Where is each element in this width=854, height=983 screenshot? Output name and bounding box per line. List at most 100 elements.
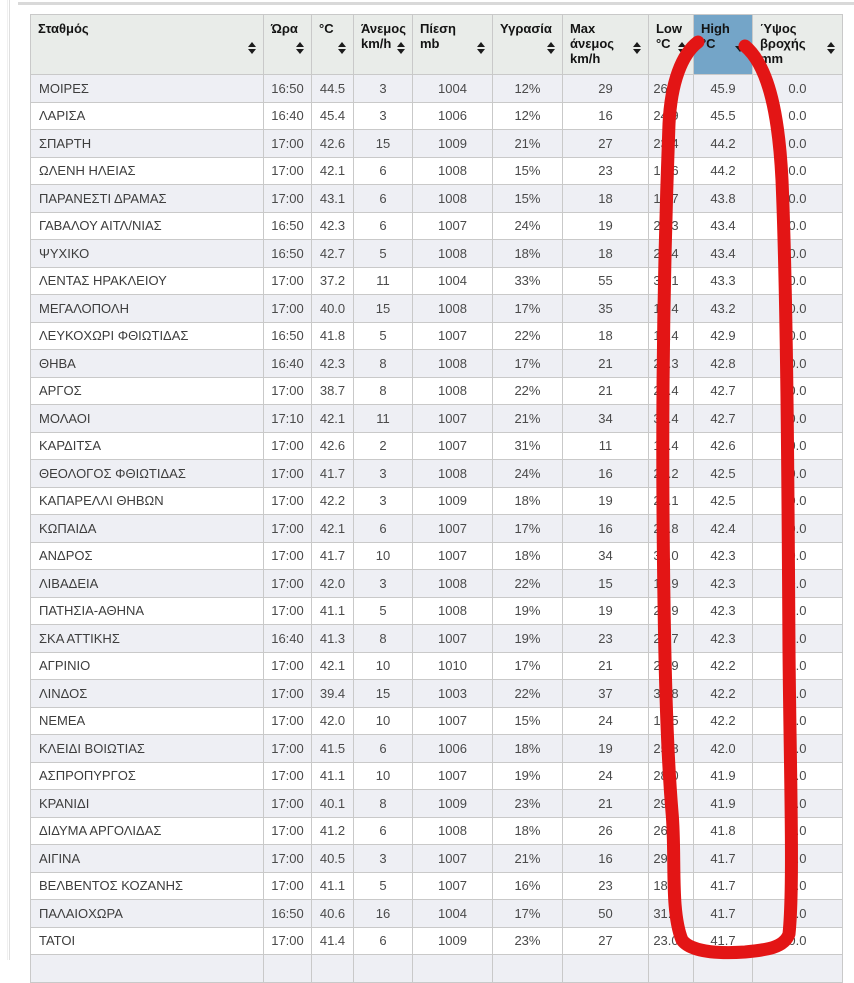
cell-low: 18.4	[647, 294, 694, 323]
cell-rain: 0.0	[751, 514, 843, 543]
cell-station: ΣΚΑ ΑΤΤΙΚΗΣ	[30, 624, 264, 653]
cell-high: 42.4	[692, 514, 753, 543]
cell-wind: 6	[353, 816, 413, 845]
cell-low: 22.8	[647, 514, 694, 543]
cell-wind: 5	[353, 596, 413, 625]
sort-down-arrow-icon	[826, 49, 835, 54]
cell-wind: 10	[353, 651, 413, 680]
cell-pressure: 1008	[411, 349, 493, 378]
cell-wind: 2	[353, 431, 413, 460]
cell-max_wind: 55	[561, 266, 649, 295]
cell-wind: 5	[353, 239, 413, 268]
sort-down-arrow-icon	[248, 49, 256, 54]
cell-temp: 40.0	[311, 294, 354, 323]
sort-up-arrow-icon	[396, 42, 405, 47]
cell-low: 23.4	[647, 129, 694, 158]
cell-low: 26.1	[647, 74, 694, 103]
column-header-pressure[interactable]: Πίεση mb	[411, 14, 493, 75]
cell-humidity: 12%	[491, 101, 563, 130]
cell-rain: 0.0	[751, 321, 843, 350]
cell-time: 17:00	[263, 486, 312, 515]
cell-time: 16:50	[263, 74, 312, 103]
cell-humidity: 17%	[491, 899, 563, 928]
cell-high: 45.5	[692, 101, 753, 130]
cell-rain: 0.0	[751, 844, 843, 873]
cell-high: 43.2	[692, 294, 753, 323]
cell-temp: 41.8	[311, 321, 354, 350]
column-header-temp[interactable]: °C	[311, 14, 354, 75]
cell-pressure: 1007	[411, 706, 493, 735]
cell-temp: 42.1	[311, 156, 354, 185]
cell-temp: 42.7	[311, 239, 354, 268]
cell-low: 34.1	[647, 266, 694, 295]
cell-rain: 0.0	[751, 376, 843, 405]
sort-down-arrow-icon	[476, 49, 485, 54]
cell-humidity: 17%	[491, 651, 563, 680]
cell-low: 24.4	[647, 239, 694, 268]
cell-low: 29.1	[647, 789, 694, 818]
sort-down-arrow-icon	[546, 49, 555, 54]
cell-high: 42.5	[692, 486, 753, 515]
cell-low: 18.3	[647, 871, 694, 900]
column-header-humidity[interactable]: Υγρασία	[491, 14, 563, 75]
column-header-station[interactable]: Σταθμός	[30, 14, 264, 75]
cell-station: ΛΕΝΤΑΣ ΗΡΑΚΛΕΙΟΥ	[30, 266, 264, 295]
cell-humidity: 17%	[491, 514, 563, 543]
cell-station: ΑΡΓΟΣ	[30, 376, 264, 405]
cell-wind: 6	[353, 514, 413, 543]
cell-max_wind: 24	[561, 761, 649, 790]
cell-humidity: 19%	[491, 624, 563, 653]
cell-max_wind: 27	[561, 926, 649, 955]
cell-low: 23.3	[647, 211, 694, 240]
table-row-partial	[30, 954, 843, 983]
sort-icon	[296, 42, 304, 54]
cell-low: 18.4	[647, 321, 694, 350]
cell-pressure: 1007	[411, 431, 493, 460]
column-header-rain[interactable]: Ύψος βροχής mm	[751, 14, 843, 75]
cell-time: 17:10	[263, 404, 312, 433]
cell-time: 17:00	[263, 706, 312, 735]
cell-temp: 42.2	[311, 486, 354, 515]
cell-wind: 10	[353, 761, 413, 790]
cell-empty	[263, 954, 312, 983]
cell-time: 17:00	[263, 459, 312, 488]
cell-rain: 0.0	[751, 129, 843, 158]
table-row: ΑΡΓΟΣ 17:00 38.7 8 1008 22% 21 24.4 42.7 0.0	[30, 376, 843, 405]
cell-temp: 37.2	[311, 266, 354, 295]
cell-rain: 0.0	[751, 459, 843, 488]
cell-max_wind: 21	[561, 349, 649, 378]
cell-temp: 41.1	[311, 871, 354, 900]
table-row: ΣΚΑ ΑΤΤΙΚΗΣ 16:40 41.3 8 1007 19% 23 27.7 42.3 0.…	[30, 624, 843, 653]
column-header-low[interactable]: Low °C	[647, 14, 694, 75]
column-header-wind[interactable]: Άνεμος km/h	[353, 14, 413, 75]
cell-rain: 0.0	[751, 624, 843, 653]
cell-rain: 0.0	[751, 184, 843, 213]
cell-humidity: 18%	[491, 541, 563, 570]
cell-empty	[491, 954, 563, 983]
cell-humidity: 12%	[491, 74, 563, 103]
cell-time: 17:00	[263, 156, 312, 185]
cell-temp: 42.1	[311, 651, 354, 680]
cell-wind: 15	[353, 129, 413, 158]
cell-pressure: 1009	[411, 926, 493, 955]
cell-pressure: 1004	[411, 74, 493, 103]
cell-max_wind: 29	[561, 74, 649, 103]
cell-wind: 8	[353, 624, 413, 653]
column-header-time[interactable]: Ώρα	[263, 14, 312, 75]
cell-pressure: 1007	[411, 871, 493, 900]
cell-low: 18.5	[647, 706, 694, 735]
cell-high: 43.4	[692, 211, 753, 240]
cell-max_wind: 19	[561, 211, 649, 240]
sort-up-arrow-icon	[248, 42, 256, 47]
cell-pressure: 1007	[411, 541, 493, 570]
cell-wind: 5	[353, 321, 413, 350]
cell-temp: 41.1	[311, 761, 354, 790]
cell-pressure: 1007	[411, 624, 493, 653]
cell-station: ΓΑΒΑΛΟΥ ΑΙΤΛ/ΝΙΑΣ	[30, 211, 264, 240]
cell-humidity: 15%	[491, 706, 563, 735]
column-header-max_wind[interactable]: Max άνεμος km/h	[561, 14, 649, 75]
cell-rain: 0.0	[751, 541, 843, 570]
cell-pressure: 1007	[411, 761, 493, 790]
column-header-high[interactable]: High °C	[692, 14, 753, 75]
sort-down-arrow-icon	[632, 49, 641, 54]
